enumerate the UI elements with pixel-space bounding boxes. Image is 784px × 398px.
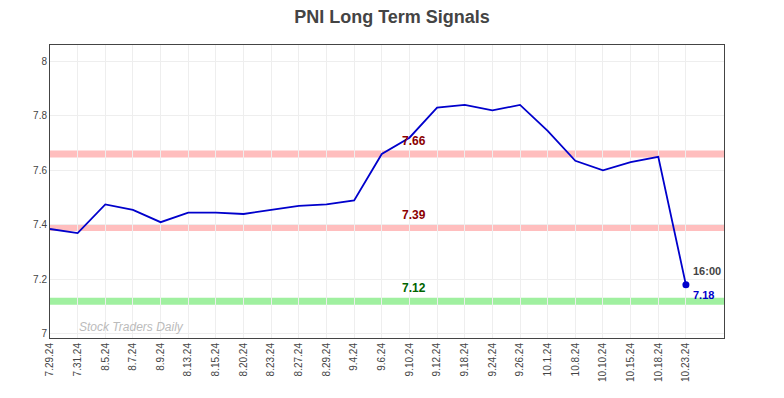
svg-text:10.8.24: 10.8.24 [570, 343, 581, 377]
svg-text:8.27.24: 8.27.24 [293, 343, 304, 377]
svg-text:7.18: 7.18 [693, 289, 714, 301]
svg-text:Stock Traders Daily: Stock Traders Daily [79, 320, 184, 334]
svg-text:16:00: 16:00 [693, 265, 721, 277]
svg-text:8.13.24: 8.13.24 [182, 343, 193, 377]
svg-text:8: 8 [41, 56, 47, 67]
svg-text:7.39: 7.39 [402, 208, 426, 222]
svg-text:8.5.24: 8.5.24 [100, 343, 111, 371]
svg-text:9.18.24: 9.18.24 [459, 343, 470, 377]
svg-text:7.29.24: 7.29.24 [44, 343, 55, 377]
svg-text:8.23.24: 8.23.24 [265, 343, 276, 377]
svg-text:9.24.24: 9.24.24 [487, 343, 498, 377]
svg-text:10.10.24: 10.10.24 [597, 343, 608, 382]
svg-text:7.2: 7.2 [33, 274, 47, 285]
svg-text:9.26.24: 9.26.24 [514, 343, 525, 377]
svg-text:9.4.24: 9.4.24 [348, 343, 359, 371]
svg-text:7.31.24: 7.31.24 [72, 343, 83, 377]
svg-text:8.20.24: 8.20.24 [238, 343, 249, 377]
svg-text:10.18.24: 10.18.24 [653, 343, 664, 382]
svg-text:7.4: 7.4 [33, 219, 47, 230]
svg-text:9.10.24: 9.10.24 [404, 343, 415, 377]
svg-text:7.12: 7.12 [402, 281, 426, 295]
svg-text:7.66: 7.66 [402, 134, 426, 148]
svg-text:PNI Long Term Signals: PNI Long Term Signals [294, 7, 490, 27]
svg-text:10.1.24: 10.1.24 [542, 343, 553, 377]
svg-text:8.29.24: 8.29.24 [321, 343, 332, 377]
svg-text:8.7.24: 8.7.24 [127, 343, 138, 371]
svg-text:7: 7 [41, 328, 47, 339]
svg-text:7.6: 7.6 [33, 165, 47, 176]
svg-text:7.8: 7.8 [33, 110, 47, 121]
svg-text:10.15.24: 10.15.24 [625, 343, 636, 382]
svg-text:8.9.24: 8.9.24 [155, 343, 166, 371]
svg-text:9.12.24: 9.12.24 [431, 343, 442, 377]
svg-text:9.6.24: 9.6.24 [376, 343, 387, 371]
svg-text:8.15.24: 8.15.24 [210, 343, 221, 377]
svg-text:10.23.24: 10.23.24 [680, 343, 691, 382]
